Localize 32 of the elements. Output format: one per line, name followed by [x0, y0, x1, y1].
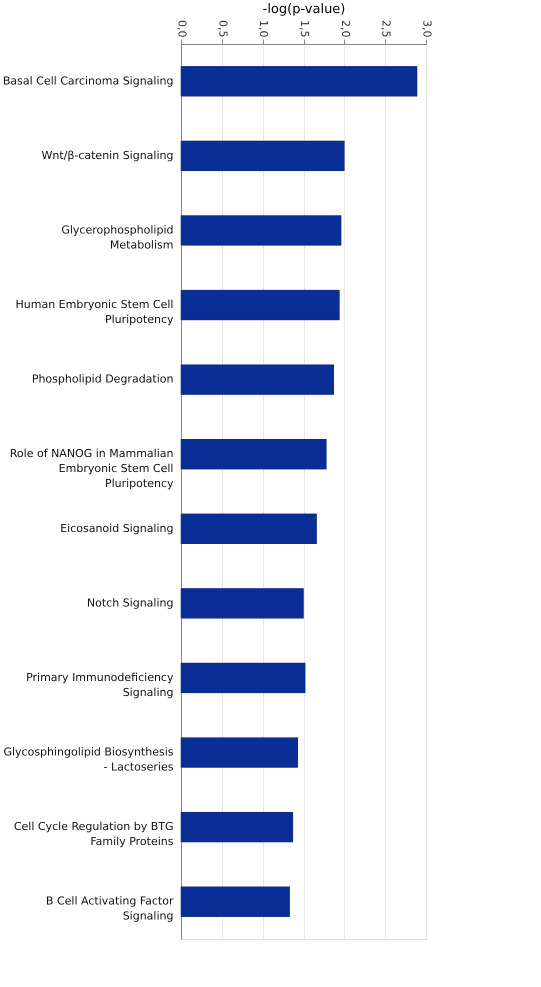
y-tick-label: Basal Cell Carcinoma Signaling	[2, 74, 174, 88]
y-tick-label: B Cell Activating Factor Signaling	[46, 894, 174, 923]
x-tick-label: 0,5	[216, 20, 230, 38]
bar	[180, 439, 327, 470]
y-tick-label: Glycosphingolipid Biosynthesis - Lactoseries	[3, 746, 174, 774]
x-tick-label: 0,0	[176, 20, 188, 38]
x-tick-label: 1,0	[257, 20, 270, 38]
bar	[180, 66, 418, 96]
bar	[180, 886, 290, 917]
bar	[180, 215, 342, 246]
y-tick-label: Notch Signaling	[86, 596, 174, 610]
bar	[180, 290, 340, 320]
y-tick-label: Primary Immunodeficiency Signaling	[26, 670, 174, 699]
bar	[180, 812, 294, 842]
y-tick-label: Wnt/β-catenin Signaling	[41, 148, 174, 162]
y-tick-label: Role of NANOG in Mammalian Embryonic Stem Cell Pluripotency	[10, 447, 174, 490]
x-tick-label: 1,5	[298, 20, 311, 38]
x-tick-label: 2,5	[380, 20, 393, 38]
x-tick-label: 2,0	[338, 20, 352, 38]
bar	[180, 737, 298, 768]
y-tick-label: Eicosanoid Signaling	[60, 522, 174, 535]
y-tick-label: Human Embryonic Stem Cell Pluripotency	[16, 298, 174, 326]
x-axis-title: -log(p-value)	[262, 2, 346, 18]
y-tick-label: Cell Cycle Regulation by BTG Family Proteins	[14, 820, 174, 848]
bar	[180, 514, 317, 544]
bar	[180, 588, 304, 619]
y-tick-label: Phospholipid Degradation	[32, 372, 174, 386]
bar	[180, 364, 334, 395]
bar	[180, 662, 306, 694]
bar	[180, 140, 345, 172]
x-tick-label: 3,0	[420, 20, 434, 38]
y-tick-label: Glycerophospholipid Metabolism	[61, 223, 174, 252]
